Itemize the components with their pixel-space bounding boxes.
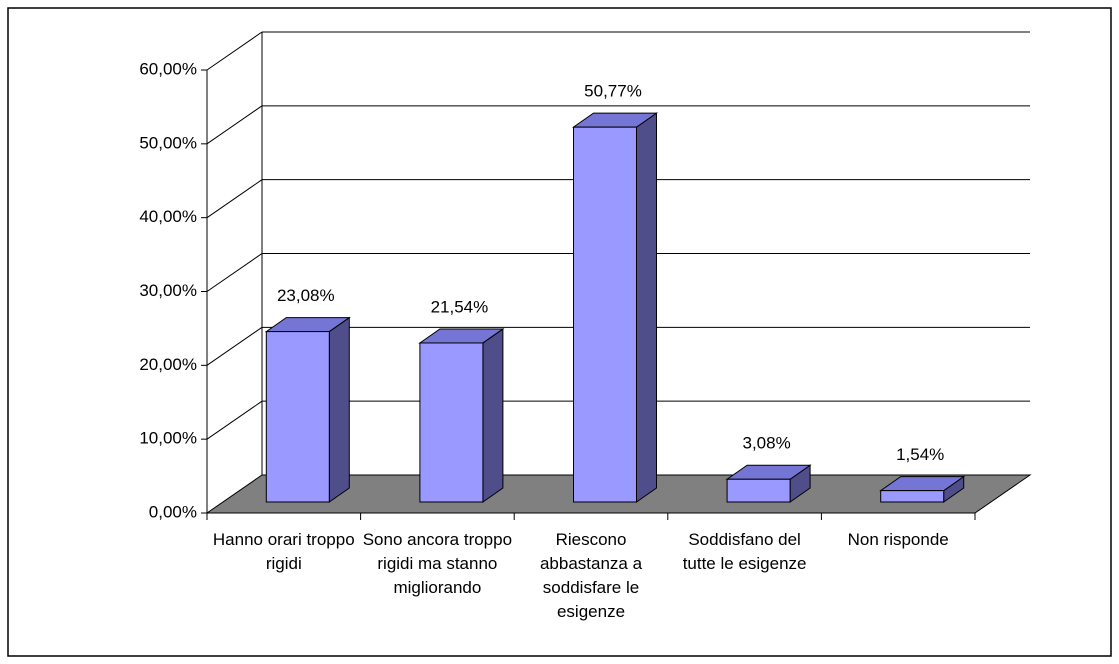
x-tick-label: Sono ancora troppo rigidi ma stanno migl…: [362, 530, 513, 597]
grid-slant: [206, 400, 263, 440]
bar: [726, 478, 791, 503]
bar-side: [636, 112, 657, 503]
bar: [880, 490, 945, 503]
data-label: 50,77%: [584, 82, 642, 101]
grid-slant: [206, 179, 263, 219]
y-tick-label: 50,00%: [139, 133, 197, 152]
grid-slant: [206, 253, 263, 292]
bar-side: [328, 316, 350, 503]
y-tick-label: 0,00%: [149, 502, 197, 521]
x-tick-label: Non risponde: [847, 530, 949, 549]
data-label: 3,08%: [742, 434, 790, 453]
data-label: 1,54%: [896, 445, 944, 464]
y-tick-label: 10,00%: [139, 429, 197, 448]
x-tick-label: Hanno orari troppo rigidi: [212, 530, 355, 573]
y-tick-label: 40,00%: [139, 207, 197, 226]
frame: [7, 7, 1112, 657]
y-tick-label: 60,00%: [139, 59, 197, 78]
bar: [419, 342, 484, 503]
grid-slant: [206, 105, 263, 145]
data-label: 23,08%: [277, 286, 335, 305]
bar-side: [482, 328, 504, 503]
x-tick-label: Soddisfano del tutte le esigenze: [682, 530, 807, 573]
bar: [265, 331, 330, 503]
y-tick-label: 20,00%: [139, 355, 197, 374]
y-tick-label: 30,00%: [139, 281, 197, 300]
x-tick-label: Riescono abbastanza a soddisfare le esig…: [539, 530, 643, 621]
data-label: 21,54%: [431, 297, 489, 316]
grid-slant: [206, 326, 263, 366]
grid-slant: [206, 31, 263, 71]
bar: [573, 126, 637, 503]
